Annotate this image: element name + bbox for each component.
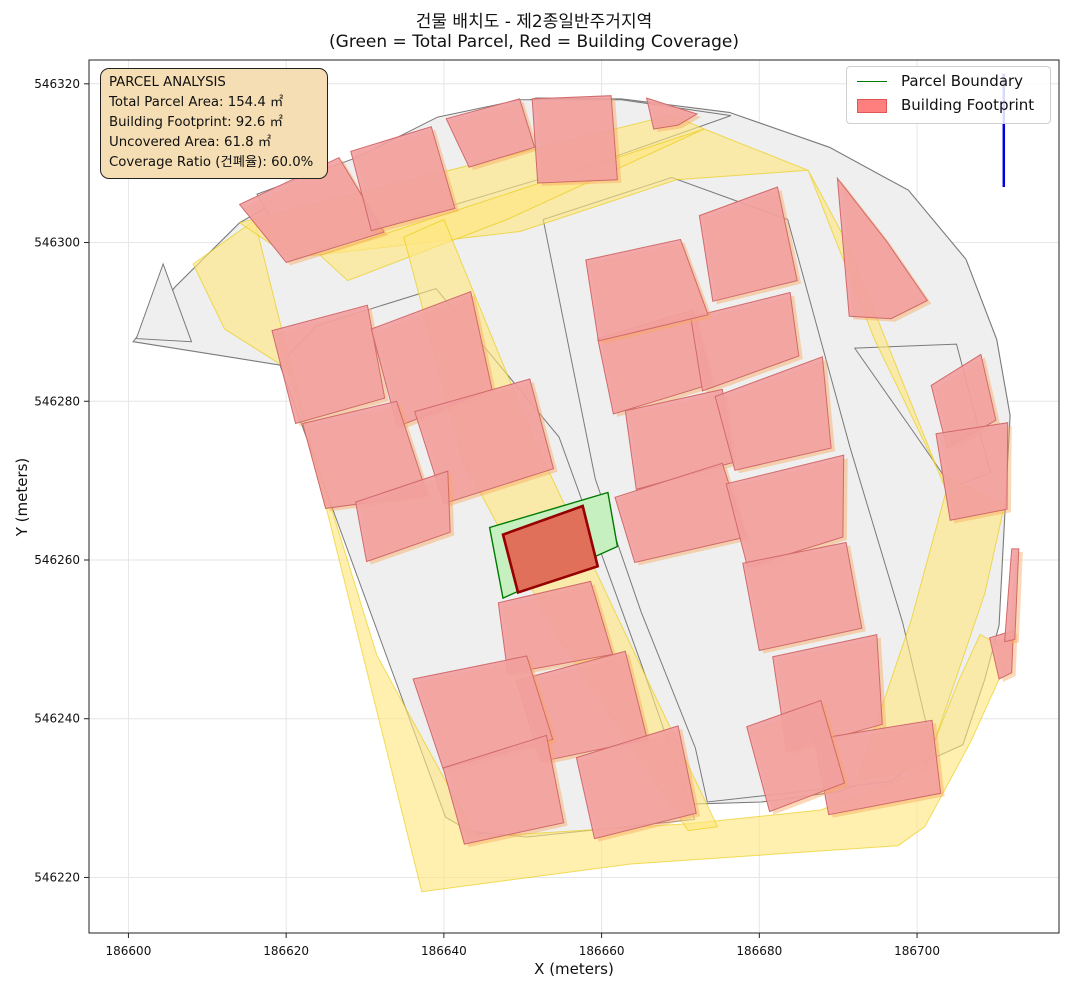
y-tick-label: 546220 <box>34 870 80 884</box>
building-footprint-line: Building Footprint: 92.6 ㎡ <box>109 115 283 130</box>
buildings <box>238 95 1023 848</box>
y-tick-label: 546240 <box>34 712 80 726</box>
legend: Parcel Boundary Building Footprint <box>846 66 1051 124</box>
legend-item-parcel-boundary: Parcel Boundary <box>855 71 1050 93</box>
legend-patch-swatch <box>857 99 887 113</box>
y-tick-label: 546320 <box>34 77 80 91</box>
x-tick-label: 186700 <box>894 944 940 958</box>
parcel-analysis-heading: PARCEL ANALYSIS <box>109 75 226 90</box>
x-tick-label: 186660 <box>579 944 625 958</box>
city-block <box>135 262 193 343</box>
building-footprint <box>445 98 536 168</box>
building-footprint <box>585 238 709 342</box>
building-footprint <box>442 734 565 845</box>
building-footprint <box>836 176 929 320</box>
building-footprint <box>575 725 697 840</box>
coverage-ratio-line: Coverage Ratio (건폐율): 60.0% <box>109 155 314 170</box>
building-footprint <box>355 470 451 563</box>
road <box>192 219 1013 893</box>
legend-item-building-footprint: Building Footprint <box>855 95 1050 117</box>
total-parcel-area-line: Total Parcel Area: 154.4 ㎡ <box>109 95 284 110</box>
y-tick-label: 546300 <box>34 236 80 250</box>
building-footprint <box>714 356 832 471</box>
chart-title-line-2: (Green = Total Parcel, Red = Building Co… <box>329 32 739 52</box>
building-footprint <box>725 454 845 568</box>
x-axis-ticks: 186600 186620 186640 186660 186680 186700 <box>106 933 940 958</box>
uncovered-area-line: Uncovered Area: 61.8 ㎡ <box>109 135 272 150</box>
chart-title-line-1: 건물 배치도 - 제2종일반주거지역 <box>415 12 653 32</box>
legend-label: Building Footprint <box>901 96 1035 114</box>
legend-line-swatch <box>857 81 887 82</box>
subject-parcel-group <box>488 491 619 600</box>
x-tick-label: 186680 <box>736 944 782 958</box>
y-axis-label: Y (meters) <box>13 457 31 537</box>
building-footprint <box>690 291 800 392</box>
building-footprint <box>531 95 618 184</box>
building-footprint <box>414 378 555 505</box>
building-footprint <box>350 126 456 232</box>
plot-frame <box>88 59 1060 934</box>
plot-area <box>132 73 1023 893</box>
x-tick-label: 186600 <box>106 944 152 958</box>
building-footprint <box>645 97 699 130</box>
legend-label: Parcel Boundary <box>901 72 1024 90</box>
x-axis-label: X (meters) <box>534 960 614 978</box>
y-tick-label: 546260 <box>34 553 80 567</box>
building-footprint <box>412 655 554 770</box>
x-tick-label: 186640 <box>421 944 467 958</box>
building-footprint <box>935 422 1009 521</box>
building-footprint <box>930 353 997 449</box>
building-footprint <box>271 304 386 425</box>
parcel-analysis-box: PARCEL ANALYSIS Total Parcel Area: 154.4… <box>100 68 328 179</box>
building-footprint <box>1004 548 1020 643</box>
building-footprint <box>746 699 846 813</box>
building-footprint <box>742 541 863 652</box>
y-tick-label: 546280 <box>34 394 80 408</box>
y-axis-ticks: 546220 546240 546260 546280 546300 546320 <box>34 77 89 884</box>
building-footprint <box>698 186 798 302</box>
x-tick-label: 186620 <box>263 944 309 958</box>
subject-building <box>501 504 600 595</box>
